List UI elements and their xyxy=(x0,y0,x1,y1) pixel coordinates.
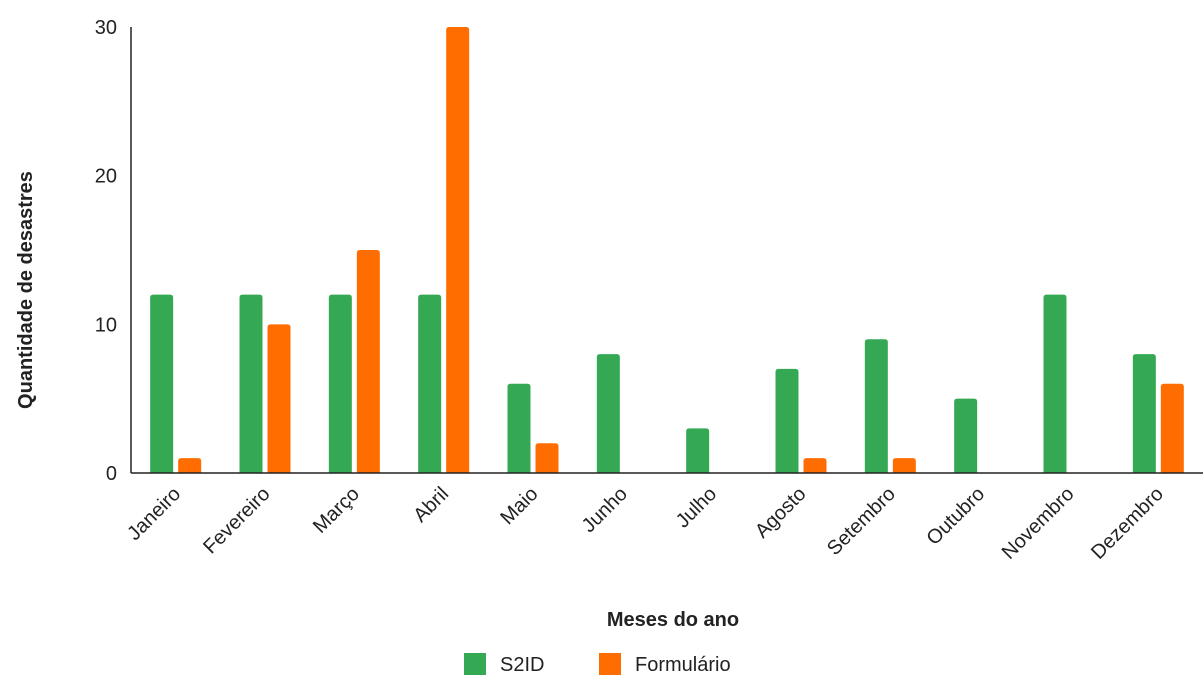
y-tick-label: 10 xyxy=(95,314,117,336)
x-tick-label: Setembro xyxy=(823,483,900,560)
y-axis-title: Quantidade de desastres xyxy=(15,171,37,409)
x-tick-labels: Janeiro Fevereiro Março Abril Maio Junho Julho… xyxy=(123,483,1168,564)
x-axis-title: Meses do ano xyxy=(607,609,739,631)
y-tick-labels: 0 10 20 30 xyxy=(95,17,117,485)
bar-s2id-novembro xyxy=(1043,294,1067,473)
axes-layer xyxy=(130,27,1203,474)
legend: S2ID Formulário xyxy=(464,653,731,676)
bar-s2id-outubro xyxy=(954,398,978,473)
bar-s2id-janeiro xyxy=(150,294,174,473)
bars-layer xyxy=(150,27,1184,473)
bar-s2id-dezembro xyxy=(1132,354,1156,473)
legend-swatch xyxy=(599,653,621,675)
legend-item-s2id: S2ID xyxy=(464,653,544,676)
bar-formulario-marco xyxy=(356,250,380,473)
bar-s2id-setembro xyxy=(864,339,888,473)
bar-s2id-abril xyxy=(418,294,442,473)
bar-s2id-julho xyxy=(686,428,710,473)
bar-s2id-agosto xyxy=(775,368,799,473)
legend-swatch xyxy=(464,653,486,675)
x-tick-label: Novembro xyxy=(998,483,1079,564)
bar-formulario-fevereiro xyxy=(267,324,291,473)
x-tick-label: Maio xyxy=(496,483,542,529)
legend-label: Formulário xyxy=(635,654,731,676)
x-tick-label: Outubro xyxy=(923,483,990,550)
x-tick-label: Fevereiro xyxy=(199,483,274,558)
bar-formulario-abril xyxy=(446,27,470,473)
legend-item-formulario: Formulário xyxy=(599,653,731,676)
legend-label: S2ID xyxy=(500,654,544,676)
x-tick-label: Dezembro xyxy=(1087,483,1168,564)
bar-formulario-agosto xyxy=(803,458,827,473)
bar-s2id-marco xyxy=(328,294,352,473)
y-tick-label: 20 xyxy=(95,166,117,188)
bar-formulario-dezembro xyxy=(1160,383,1184,473)
bar-s2id-fevereiro xyxy=(239,294,263,473)
bar-s2id-junho xyxy=(596,354,620,473)
x-tick-label: Julho xyxy=(672,483,721,532)
y-tick-label: 30 xyxy=(95,17,117,39)
y-tick-label: 0 xyxy=(106,463,117,485)
x-tick-label: Janeiro xyxy=(123,483,185,545)
bar-formulario-janeiro xyxy=(178,458,202,473)
bar-formulario-setembro xyxy=(892,458,916,473)
x-tick-label: Agosto xyxy=(751,483,811,543)
x-tick-label: Março xyxy=(309,483,364,538)
x-tick-label: Abril xyxy=(409,483,453,527)
bar-formulario-maio xyxy=(535,443,559,473)
bar-s2id-maio xyxy=(507,383,531,473)
x-tick-label: Junho xyxy=(578,483,632,537)
